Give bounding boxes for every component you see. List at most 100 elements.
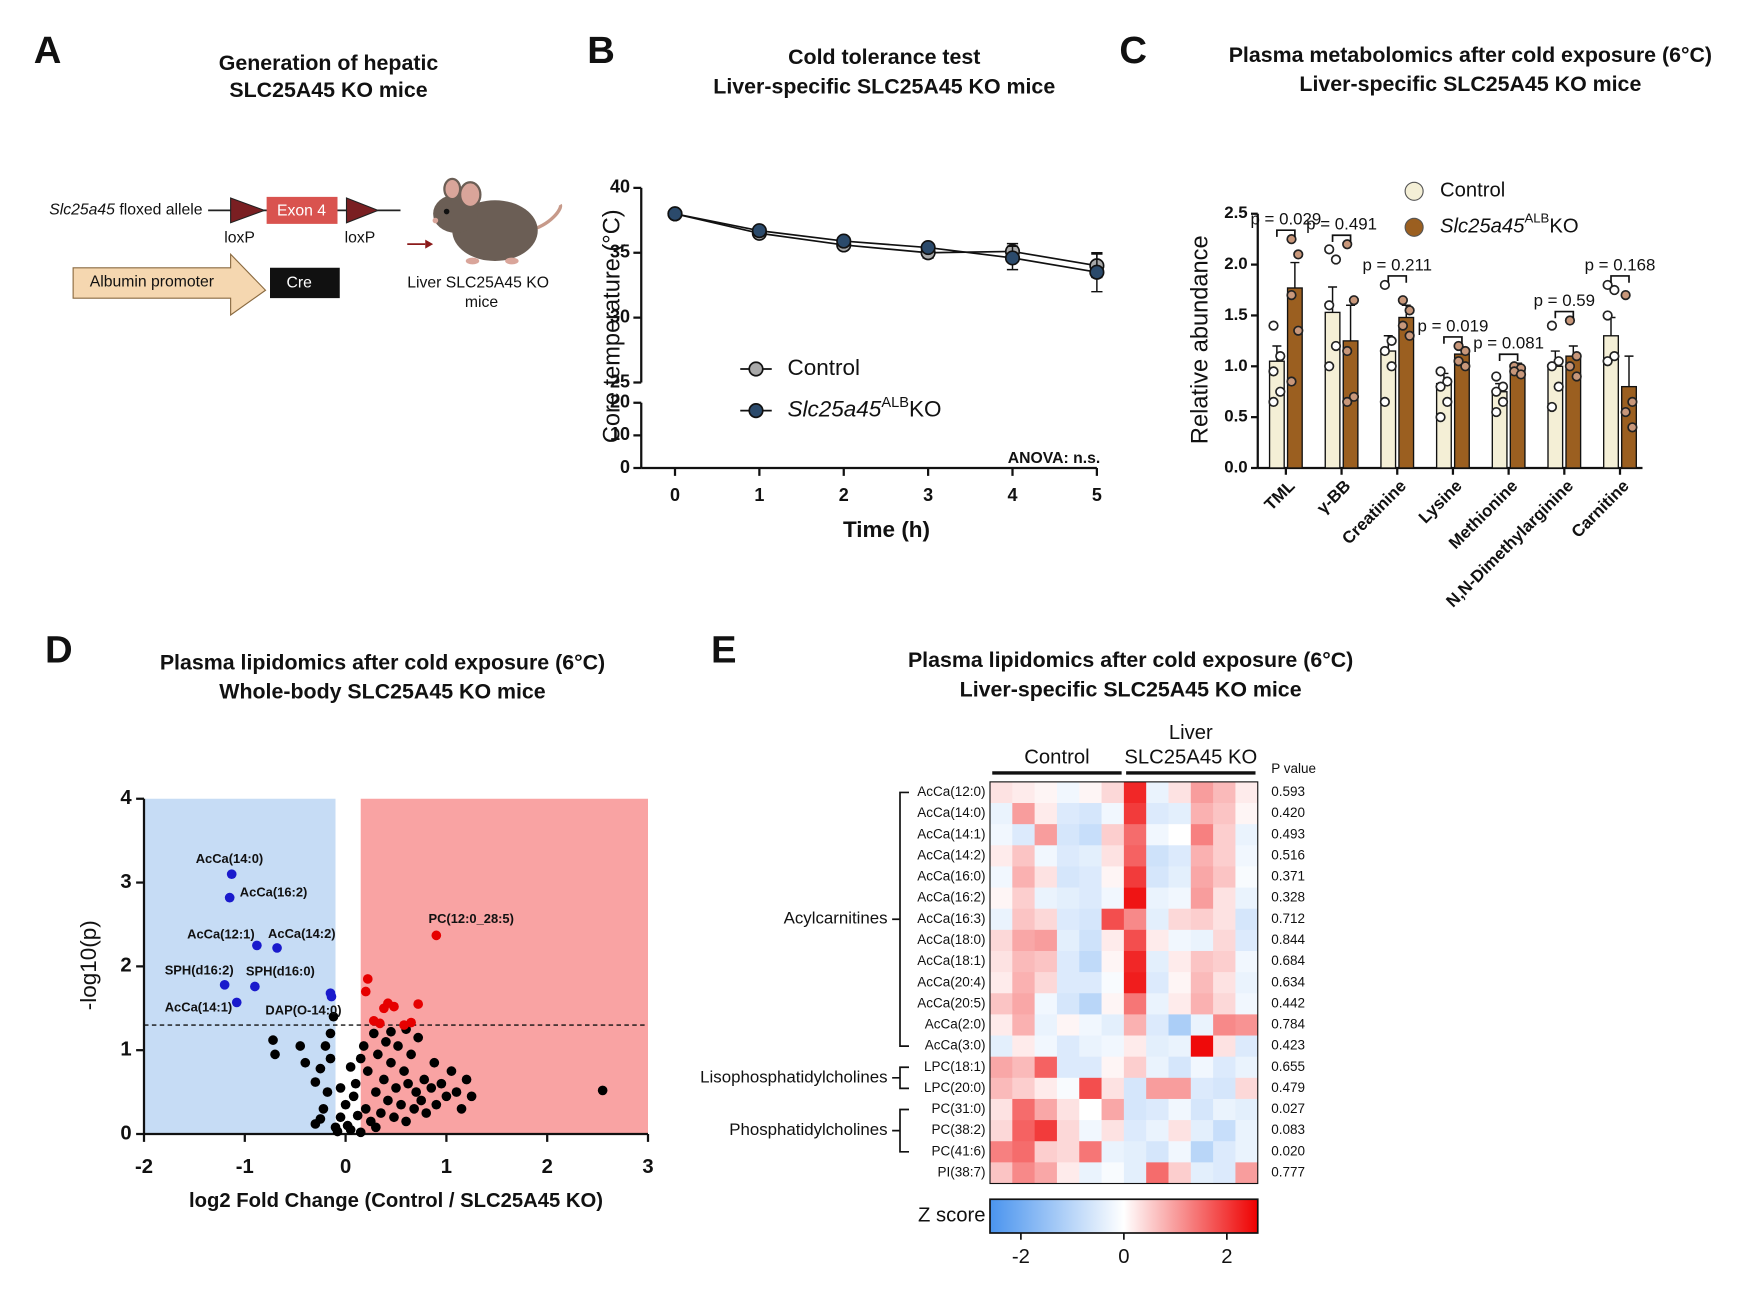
- data-point: [751, 223, 767, 239]
- y-tick-label: 2.5: [1224, 203, 1247, 222]
- data-point: [393, 1041, 403, 1051]
- data-point: [362, 1066, 373, 1076]
- data-point: [1602, 279, 1613, 291]
- heatmap-cell: [1190, 866, 1214, 888]
- heatmap-cell: [1146, 929, 1169, 952]
- heatmap-cell: [1034, 1098, 1058, 1121]
- heatmap-cell: [1235, 803, 1259, 825]
- x-tick-label: 1: [754, 485, 764, 505]
- heatmap-cell: [1079, 1162, 1102, 1184]
- data-point: [1342, 239, 1353, 250]
- legend-marker: [748, 361, 764, 377]
- heatmap-cell: [1012, 1014, 1035, 1036]
- heatmap-border: [989, 781, 1259, 1185]
- heatmap-cell: [1056, 950, 1080, 973]
- heatmap-cell: [1101, 866, 1125, 888]
- data-point: [401, 1116, 411, 1127]
- heatmap-cell: [1056, 1035, 1080, 1058]
- data-point: [386, 1057, 396, 1068]
- heatmap-cell: [1034, 1035, 1058, 1058]
- heatmap-cell: [1101, 845, 1125, 867]
- data-point: [421, 1108, 432, 1118]
- promoter-arrow: [72, 252, 267, 317]
- data-point: [340, 1099, 351, 1110]
- heatmap-cell: [1034, 1014, 1058, 1036]
- heatmap-cell: [1056, 781, 1080, 804]
- p-value: 0.479: [1271, 1080, 1305, 1095]
- heatmap-cell: [1235, 1120, 1259, 1142]
- heatmap-cell: [1034, 1120, 1058, 1142]
- significance-bracket: [1610, 275, 1630, 283]
- row-label: AcCa(3:0): [925, 1038, 986, 1053]
- heatmap-cell: [1190, 1120, 1214, 1142]
- heatmap-cell: [1101, 1035, 1125, 1058]
- y-axis-label: -log10(p): [76, 920, 101, 1010]
- heatmap-cell: [1123, 803, 1147, 825]
- p-value: 0.844: [1271, 932, 1305, 947]
- bar: [1453, 353, 1470, 469]
- heatmap-cell: [1056, 866, 1080, 888]
- heatmap-cell: [1168, 1141, 1192, 1163]
- heatmap-cell: [1056, 1014, 1080, 1036]
- legend-label: Slc25a45ALBKO: [788, 395, 942, 422]
- mouse-label: mice: [465, 294, 498, 311]
- data-point: [461, 1074, 472, 1085]
- heatmap-cell: [1123, 1035, 1147, 1058]
- promoter-label: Albumin promoter: [90, 274, 214, 291]
- p-value-label: p = 0.168: [1585, 255, 1656, 274]
- data-point: [1453, 356, 1464, 367]
- data-point: [310, 1119, 321, 1129]
- heatmap-cell: [1190, 1162, 1214, 1184]
- exon-box: [266, 196, 338, 224]
- data-point: [431, 1099, 442, 1110]
- cre-label: Cre: [287, 275, 313, 292]
- loxp-site: [230, 197, 267, 224]
- y-axis-label: Relative abundance: [1188, 235, 1214, 444]
- row-label: PC(41:6): [931, 1143, 985, 1158]
- heatmap-cell: [1101, 950, 1125, 973]
- legend-label: Control: [1440, 180, 1505, 202]
- heatmap-cell: [1101, 887, 1125, 910]
- heatmap-cell: [1168, 993, 1192, 1015]
- data-point: [355, 1053, 366, 1064]
- heatmap-cell: [1056, 1056, 1080, 1079]
- heatmap-cell: [1034, 845, 1058, 867]
- heatmap-cell: [1213, 824, 1236, 846]
- heatmap-cell: [1146, 866, 1169, 888]
- data-point: [1460, 361, 1471, 372]
- data-point: [836, 233, 852, 249]
- data-point: [1348, 295, 1360, 306]
- data-point: [1293, 325, 1304, 336]
- p-value: 0.371: [1271, 869, 1305, 884]
- row-label: PI(38:7): [937, 1164, 985, 1179]
- heatmap-cell: [1146, 1098, 1169, 1121]
- legend-label-rest: KO: [1549, 216, 1578, 238]
- heatmap-cell: [1213, 1162, 1236, 1184]
- heatmap-cell: [1123, 1056, 1147, 1079]
- heatmap-cell: [1012, 845, 1035, 867]
- heatmap-cell: [990, 1077, 1013, 1100]
- legend-marker: [748, 403, 764, 419]
- heatmap-cell: [1056, 993, 1080, 1015]
- data-point: [1564, 315, 1576, 326]
- x-tick-label: 3: [642, 1156, 653, 1178]
- row-label: AcCa(18:0): [917, 932, 985, 947]
- region: [144, 798, 336, 1134]
- heatmap-cell: [990, 1120, 1013, 1142]
- data-point: [373, 1049, 383, 1060]
- heatmap-cell: [1079, 1077, 1102, 1100]
- heatmap-cell: [1146, 803, 1169, 825]
- loxp-label: loxP: [345, 230, 376, 247]
- heatmap-cell: [1235, 908, 1259, 931]
- data-point: [295, 1041, 306, 1051]
- heatmap-cell: [990, 824, 1013, 846]
- heatmap-cell: [1079, 972, 1102, 994]
- heatmap-cell: [1213, 887, 1236, 910]
- x-tick-label: -2: [135, 1156, 153, 1178]
- heatmap-cell: [1146, 1141, 1169, 1163]
- panel-letter: E: [711, 629, 737, 672]
- data-point: [409, 1104, 419, 1114]
- data-point: [376, 1108, 386, 1118]
- x-tick-label: 2: [839, 485, 849, 505]
- heatmap-cell: [1190, 1141, 1214, 1163]
